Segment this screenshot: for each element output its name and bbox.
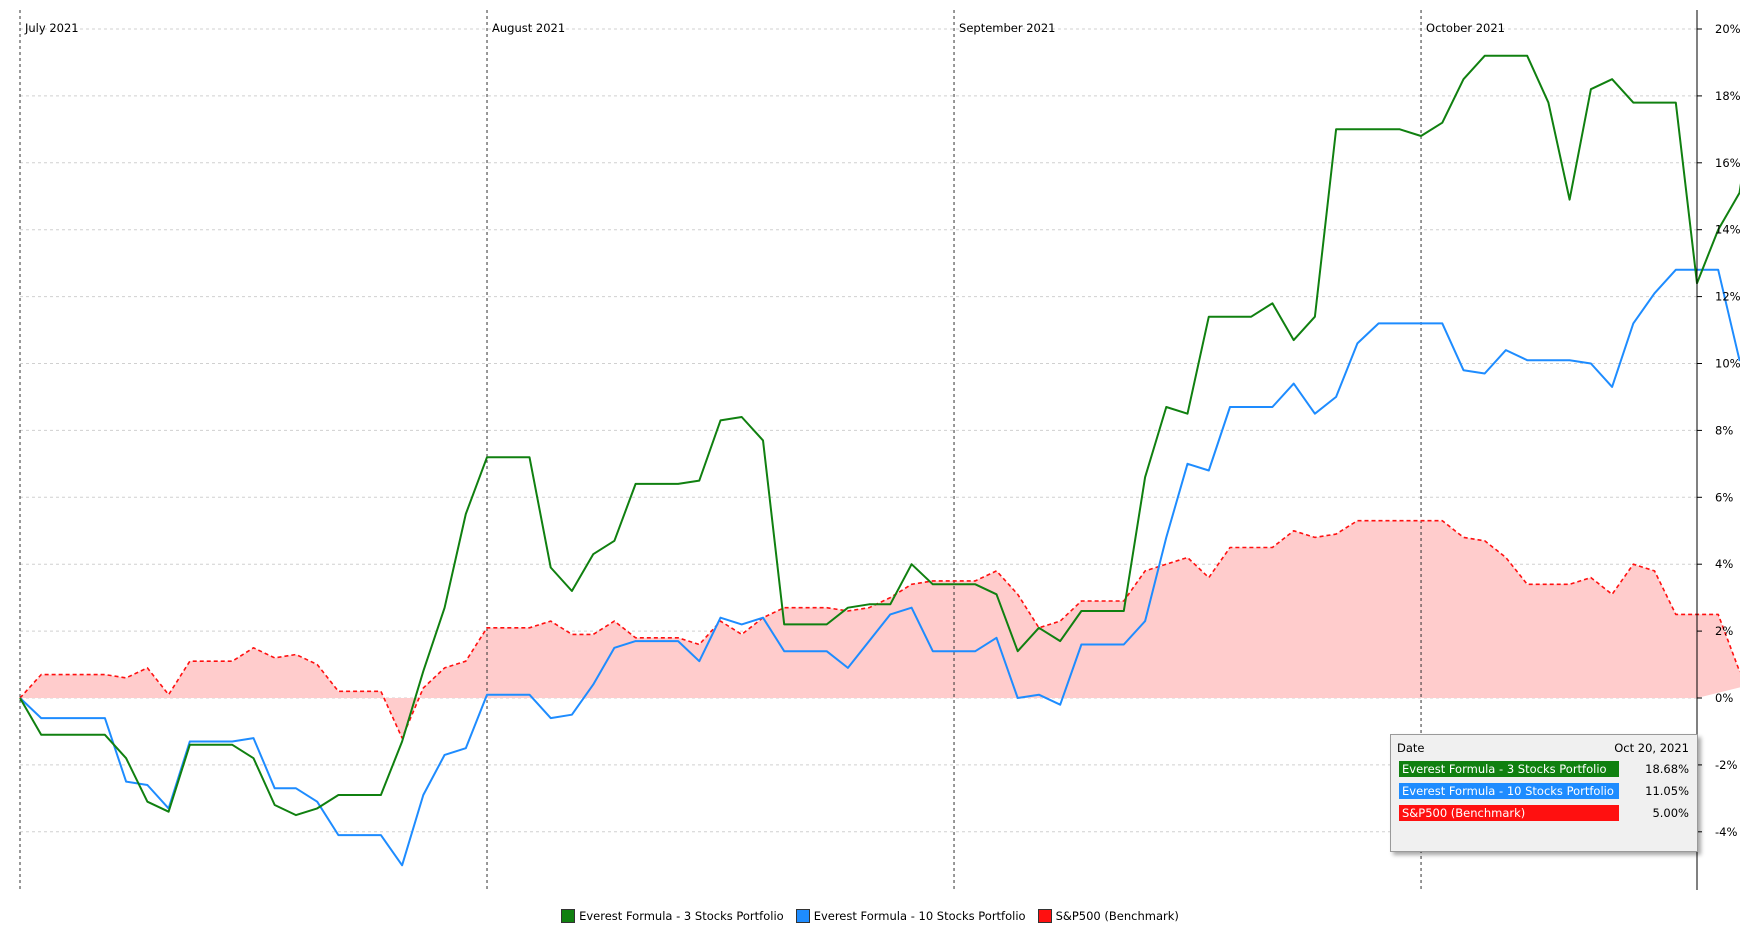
y-tick-label: 12%	[1715, 290, 1740, 304]
tooltip-series-value: 18.68%	[1645, 762, 1689, 776]
month-markers: July 2021 August 2021 September 2021 Octobe…	[19, 10, 1505, 890]
x-tick-label: August 2021	[492, 21, 565, 35]
hover-tooltip: Date Oct 20, 2021 Everest Formula - 3 St…	[1390, 734, 1698, 852]
y-tick-label: -4%	[1715, 825, 1737, 839]
y-tick-label: 18%	[1715, 89, 1740, 103]
y-tick-label: 20%	[1715, 22, 1740, 36]
legend-item-3-stocks[interactable]: Everest Formula - 3 Stocks Portfolio	[561, 909, 784, 923]
tooltip-series-value: 5.00%	[1652, 806, 1689, 820]
series-line-10-stocks	[19, 268, 1740, 867]
legend-swatch-benchmark	[1037, 909, 1052, 923]
legend: Everest Formula - 3 Stocks Portfolio Eve…	[0, 906, 1740, 926]
tooltip-series-name: Everest Formula - 10 Stocks Portfolio	[1399, 783, 1619, 799]
series-line-benchmark	[19, 519, 1740, 739]
tooltip-row-3-stocks: Everest Formula - 3 Stocks Portfolio 18.…	[1399, 761, 1689, 777]
y-tick-label: 0%	[1715, 691, 1733, 705]
y-tick-label: 4%	[1715, 557, 1733, 571]
tooltip-series-name: Everest Formula - 3 Stocks Portfolio	[1399, 761, 1619, 777]
y-tick-label: 6%	[1715, 490, 1733, 504]
gridlines	[20, 28, 1697, 833]
tooltip-date-label: Date	[1397, 741, 1425, 755]
y-tick-label: 8%	[1715, 423, 1733, 437]
series-lines	[19, 54, 1740, 867]
tooltip-row-benchmark: S&P500 (Benchmark) 5.00%	[1399, 805, 1689, 821]
y-tick-label: 2%	[1715, 624, 1733, 638]
legend-label-3-stocks: Everest Formula - 3 Stocks Portfolio	[579, 909, 784, 923]
x-tick-label: July 2021	[24, 21, 79, 35]
legend-label-10-stocks: Everest Formula - 10 Stocks Portfolio	[813, 909, 1026, 923]
tooltip-series-value: 11.05%	[1645, 784, 1689, 798]
tooltip-row-10-stocks: Everest Formula - 10 Stocks Portfolio 11…	[1399, 783, 1689, 799]
x-tick-label: October 2021	[1426, 21, 1505, 35]
x-tick-label: September 2021	[959, 21, 1056, 35]
y-tick-label: 16%	[1715, 156, 1740, 170]
y-tick-label: 10%	[1715, 357, 1740, 371]
series-line-3-stocks	[19, 54, 1740, 817]
y-tick-label: -2%	[1715, 758, 1737, 772]
y-axis: 20% 18% 16% 14% 12% 10% 8% 6% 4% 2% 0% -2% -4%	[1696, 10, 1740, 890]
legend-swatch-3-stocks	[561, 909, 576, 923]
benchmark-area-fill	[20, 520, 1740, 739]
tooltip-date-value: Oct 20, 2021	[1614, 741, 1689, 755]
benchmark-area	[20, 520, 1740, 739]
y-tick-label: 14%	[1715, 223, 1740, 237]
tooltip-series-name: S&P500 (Benchmark)	[1399, 805, 1619, 821]
legend-item-benchmark[interactable]: S&P500 (Benchmark)	[1037, 909, 1179, 923]
legend-label-benchmark: S&P500 (Benchmark)	[1055, 909, 1179, 923]
legend-swatch-10-stocks	[795, 909, 810, 923]
legend-item-10-stocks[interactable]: Everest Formula - 10 Stocks Portfolio	[795, 909, 1026, 923]
